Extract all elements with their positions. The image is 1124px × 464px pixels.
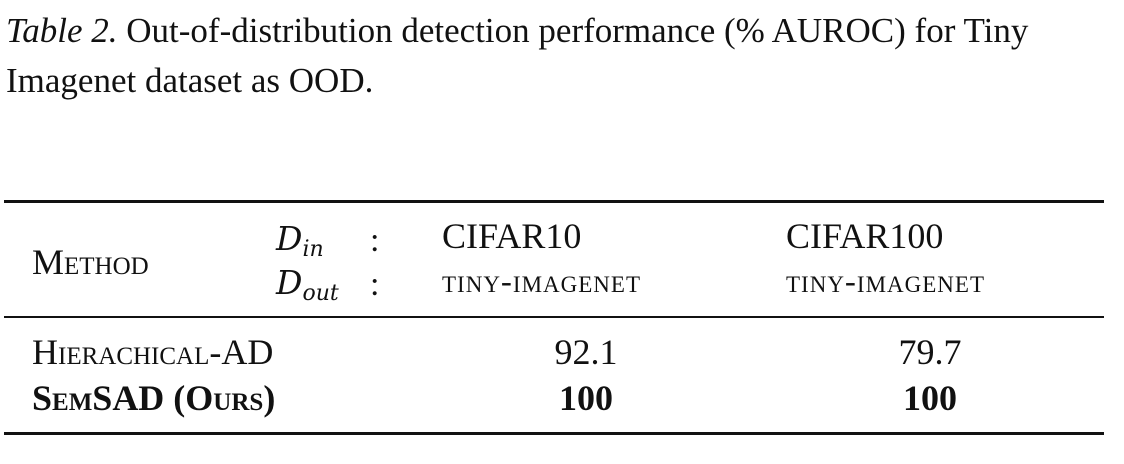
column-1-in-dataset: CIFAR10 <box>442 216 582 256</box>
row-2-cifar100-value: 100 <box>903 378 957 418</box>
row-2-cifar10-value: 100 <box>559 378 613 418</box>
d-in-colon: : <box>370 222 380 259</box>
column-2-in-dataset: CIFAR100 <box>786 216 944 256</box>
table-bottom-rule <box>4 432 1104 435</box>
d-in-subscript: in <box>302 237 324 262</box>
row-1-cifar100-value: 79.7 <box>898 332 962 372</box>
caption-text: Out-of-distribution detection performanc… <box>6 11 1029 100</box>
column-1-out-dataset: tiny-imagenet <box>442 264 642 300</box>
caption-label: Table 2. <box>6 11 118 50</box>
row-method-semsad: SemSAD (Ours) <box>32 378 276 418</box>
column-2-out-dataset: tiny-imagenet <box>786 264 986 300</box>
table-caption: Table 2. Out-of-distribution detection p… <box>6 6 1116 106</box>
method-column-header: Method <box>32 242 149 282</box>
d-out-colon: : <box>370 266 380 303</box>
d-out-subscript: out <box>302 281 339 306</box>
d-in-symbol: D <box>276 219 303 258</box>
d-in-label: Din <box>276 222 324 261</box>
table-top-rule <box>4 200 1104 203</box>
d-out-label: Dout <box>276 266 339 305</box>
row-method-hierachical-ad: Hierachical-AD <box>32 332 274 372</box>
table-mid-rule <box>4 316 1104 318</box>
d-out-symbol: D <box>276 263 303 302</box>
row-1-cifar10-value: 92.1 <box>554 332 618 372</box>
